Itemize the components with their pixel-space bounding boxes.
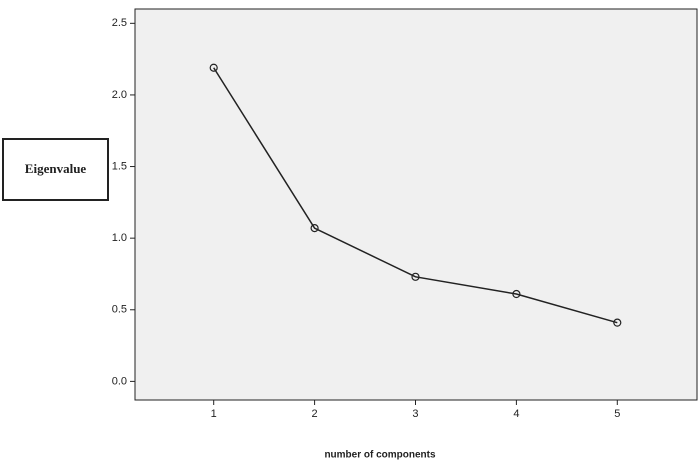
point [512, 289, 521, 299]
point [310, 224, 319, 233]
y-tick-label: 2.0 [112, 89, 127, 101]
line [213, 67, 618, 324]
point [209, 63, 218, 72]
y-tick-label: 1.5 [112, 160, 127, 172]
y-label-box [2, 138, 109, 201]
point [411, 272, 420, 281]
y-tick-label: 2.5 [112, 17, 127, 29]
x-tick-label: 5 [614, 408, 620, 420]
plot-area [134, 8, 698, 401]
x-tick-label: 2 [312, 408, 318, 420]
point [613, 318, 622, 327]
x-axis-label: number of components [324, 450, 436, 461]
y-tick-label: 0.0 [112, 375, 127, 387]
y-axis-label: Eigenvalue [25, 161, 87, 176]
x-tick-label: 4 [513, 408, 519, 420]
y-tick-label: 1.0 [112, 232, 127, 244]
x-tick-label: 3 [412, 408, 418, 420]
x-tick-label: 1 [211, 408, 217, 420]
y-tick-label: 0.5 [112, 304, 127, 316]
